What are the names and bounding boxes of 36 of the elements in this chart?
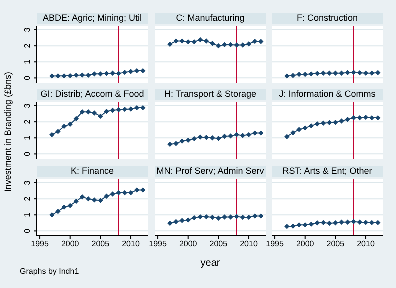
y-tick-label: 3 xyxy=(23,27,32,32)
x-tick-label: 2005 xyxy=(210,240,228,249)
y-tick-label: 3 xyxy=(23,103,32,108)
y-tick-label: 0 xyxy=(23,228,32,234)
x-axis-title: year xyxy=(200,258,221,269)
y-axis-title: Investment in Branding (£bns) xyxy=(3,72,13,192)
y-tick-label: 0 xyxy=(23,75,32,80)
y-tick-label: 1 xyxy=(23,135,32,140)
y-tick-label: 1 xyxy=(23,212,32,218)
y-tick-label: 1 xyxy=(23,59,32,64)
x-tick-label: 2000 xyxy=(296,240,315,249)
x-tick-label: 2010 xyxy=(122,240,140,249)
chart-title: MN: Prof Serv; Admin Serv xyxy=(155,166,266,177)
y-tick-label: 2 xyxy=(23,196,32,202)
text: Graphs by Indh1 xyxy=(20,267,80,276)
chart-title: K: Finance xyxy=(37,166,148,177)
x-tick-label: 2000 xyxy=(179,240,198,249)
y-tick-label: 0 xyxy=(23,151,32,156)
y-tick-label: 3 xyxy=(23,180,32,186)
y-tick-label: 2 xyxy=(23,119,32,124)
x-tick-label: 1995 xyxy=(266,240,284,249)
x-tick-label: 2005 xyxy=(326,240,346,249)
x-tick-label: 1995 xyxy=(31,240,50,249)
chart-title: J: Information & Comms xyxy=(272,89,383,100)
chart-title: F: Construction xyxy=(272,13,383,24)
chart-title: GI: Distrib; Accom & Food xyxy=(37,89,148,100)
chart-title: ABDE: Agric; Mining; Util xyxy=(37,13,148,24)
y-tick-label: 2 xyxy=(23,43,32,48)
x-tick-label: 2010 xyxy=(240,240,258,249)
chart-title: H: Transport & Storage xyxy=(155,89,266,100)
x-tick-label: 2005 xyxy=(92,240,110,249)
x-tick-label: 2000 xyxy=(61,240,80,249)
x-tick-label: 1995 xyxy=(149,240,168,249)
chart-title: RST: Arts & Ent; Other xyxy=(272,166,383,177)
chart-title: C: Manufacturing xyxy=(155,13,266,24)
x-tick-label: 2010 xyxy=(357,240,376,249)
